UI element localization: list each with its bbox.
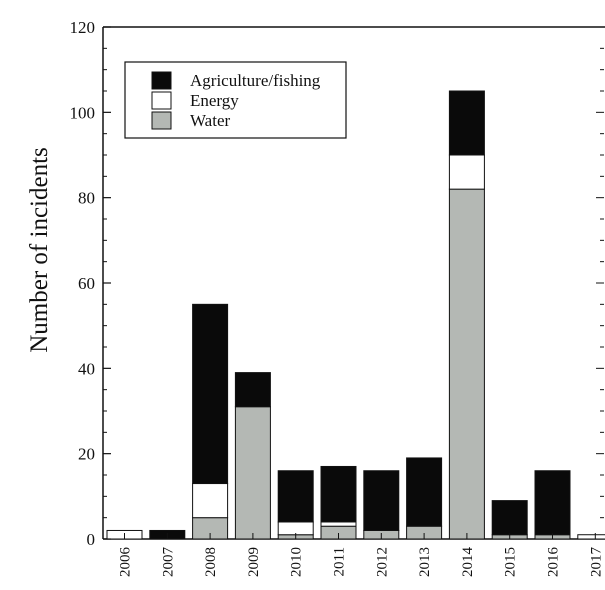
x-tick-label: 2015	[503, 547, 519, 577]
bar-segment-agriculture-fishing	[234, 372, 271, 408]
legend-label: Agriculture/fishing	[190, 71, 321, 90]
bar-segment-agriculture-fishing	[363, 470, 400, 531]
y-tick-label: 100	[70, 103, 96, 122]
x-tick-label: 2016	[546, 547, 562, 578]
legend-label: Water	[190, 111, 230, 130]
x-tick-label: 2007	[160, 547, 176, 578]
y-tick-label: 0	[87, 530, 96, 549]
x-tick-label: 2010	[289, 547, 305, 577]
bar-segment-energy	[320, 521, 357, 527]
bar-segment-agriculture-fishing	[491, 500, 528, 536]
x-tick-label: 2011	[332, 547, 348, 576]
bar-segment-energy	[448, 154, 485, 190]
x-tick-label: 2009	[246, 547, 262, 577]
legend-swatch	[151, 111, 172, 130]
y-tick-label: 60	[78, 274, 95, 293]
bar-segment-agriculture-fishing	[277, 470, 314, 523]
bar-segment-energy	[577, 534, 605, 540]
bar-segment-agriculture-fishing	[406, 457, 443, 527]
bar-segment-agriculture-fishing	[192, 303, 229, 485]
bar-segment-water	[234, 406, 271, 540]
x-axis: 2006 2007 2008 2009 2010 2011 2012 2013 2014 2015…	[118, 533, 604, 578]
y-axis-title: Number of incidents	[26, 147, 53, 353]
bar-segment-energy	[277, 521, 314, 536]
legend-swatch	[151, 91, 172, 110]
x-tick-label: 2017	[588, 547, 604, 578]
y-tick-label: 40	[78, 359, 95, 378]
x-tick-label: 2013	[417, 547, 433, 577]
bars	[106, 90, 605, 540]
legend-label: Energy	[190, 91, 239, 110]
y-tick-label: 80	[78, 189, 95, 208]
y-tick-label: 20	[78, 445, 95, 464]
x-tick-label: 2006	[118, 547, 134, 578]
bar-segment-agriculture-fishing	[320, 465, 357, 523]
y-tick-label: 120	[70, 18, 96, 37]
x-tick-label: 2012	[374, 547, 390, 577]
x-tick-label: 2014	[460, 547, 476, 578]
y-axis: 0 20 40 60 80 100 120	[70, 18, 604, 549]
bar-segment-agriculture-fishing	[448, 90, 485, 156]
legend-swatch	[151, 71, 172, 90]
x-tick-label: 2008	[203, 547, 219, 577]
bar-segment-agriculture-fishing	[534, 470, 571, 536]
bar-segment-water	[448, 188, 485, 540]
bar-segment-energy	[192, 483, 229, 519]
